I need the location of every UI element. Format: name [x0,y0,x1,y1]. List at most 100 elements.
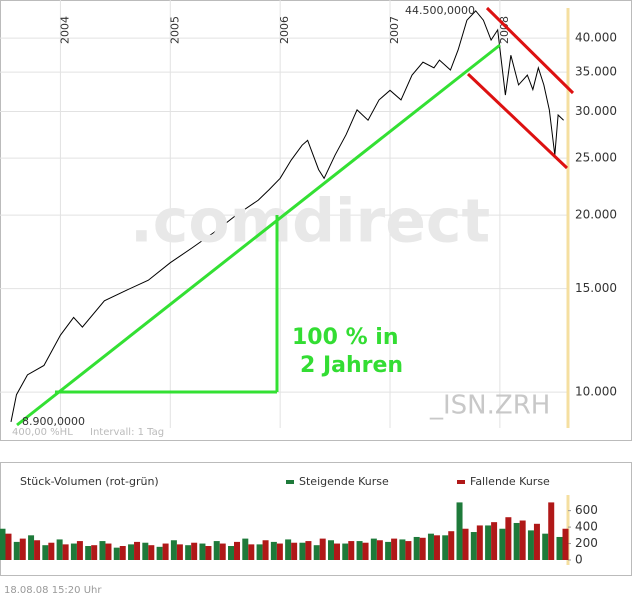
volume-bar [476,525,483,560]
scale-info: 400,00 %HL [12,427,73,438]
volume-bar [499,528,506,560]
y-tick-label: 30.000 [575,104,617,118]
y-tick-label: 40.000 [575,31,617,45]
volume-bar [119,546,126,560]
volume-bar [427,533,434,560]
volume-bar [348,541,355,560]
volume-bar [399,539,406,560]
volume-bar [556,536,563,560]
volume-bar [13,541,20,560]
watermark: .comdirect [130,187,490,257]
x-tick-label: 2007 [388,16,401,44]
volume-bar [99,541,106,560]
trend-lines [16,6,575,427]
y-tick-label: 15.000 [575,281,617,295]
volume-bar [162,543,169,560]
volume-bar [91,545,98,560]
volume-bar [442,535,449,560]
volume-bar [448,531,455,560]
interval-info: Intervall: 1 Tag [90,427,164,438]
volume-bar [342,543,349,560]
legend-marker [457,480,465,484]
volume-bar [527,530,534,560]
volume-bar [299,542,306,560]
trend-line [466,72,569,170]
volume-bar [362,542,369,560]
y-tick-label: 400 [575,520,598,534]
x-tick-label: 2004 [58,16,71,44]
volume-bar [34,540,41,560]
volume-bar [276,543,283,560]
volume-bar [333,543,340,560]
volume-bar [456,502,463,560]
volume-bar [0,528,6,560]
volume-bar [176,544,183,560]
price-line [10,10,564,423]
volume-bar [356,541,363,560]
low-label: 8.900,0000 [22,415,85,428]
volume-bar [48,542,55,560]
y-tick-label: 20.000 [575,208,617,222]
legend-label: Fallende Kurse [470,475,550,488]
volume-bar [385,541,392,560]
volume-bar [205,546,212,560]
volume-bar [391,538,398,560]
trend-line [16,43,501,427]
volume-layer [0,502,571,561]
volume-bar [242,538,249,560]
volume-bar [519,520,526,560]
price-panel [0,0,632,441]
volume-bar [62,544,69,560]
legend-marker [286,480,294,484]
volume-bar [256,544,263,560]
volume-bar [270,541,277,560]
volume-bar [462,528,469,560]
volume-bar [370,538,377,560]
volume-bar [85,546,92,560]
volume-bar [19,538,26,560]
volume-bar [142,542,149,560]
x-tick-label: 2005 [168,16,181,44]
volume-bar [128,544,135,560]
timestamp: 18.08.08 15:20 Uhr [4,585,102,596]
volume-bar [76,541,83,560]
annotation: 100 % in [292,325,399,350]
volume-title: Stück-Volumen (rot-grün) [20,475,159,488]
volume-bar [470,532,477,560]
volume-bar [313,545,320,560]
volume-bar [148,545,155,560]
volume-bar [113,547,120,560]
volume-bar [156,546,163,560]
volume-bar [56,539,63,560]
volume-bar [134,541,141,560]
y-tick-label: 600 [575,503,598,517]
volume-bar [548,502,555,560]
symbol: _ISN.ZRH [429,391,550,421]
volume-bar [191,542,198,560]
trend-line [485,6,575,95]
volume-bar [419,537,426,560]
volume-bar [5,533,12,560]
volume-bar [533,523,540,560]
volume-bar [376,540,383,560]
y-tick-label: 0 [575,553,583,567]
volume-bar [505,517,512,560]
volume-bar [70,543,77,560]
volume-bar [28,535,35,560]
volume-bar [285,539,292,560]
volume-bar [327,540,334,560]
volume-bar [562,528,569,560]
volume-bar [433,535,440,560]
volume-bar [413,536,420,560]
high-label: 44.500,0000 [405,4,475,17]
legend-label: Steigende Kurse [299,475,389,488]
volume-bar [234,541,241,560]
volume-bar [219,543,226,560]
volume-bar [170,540,177,560]
y-tick-label: 200 [575,536,598,550]
volume-bar [485,525,492,560]
volume-bar [42,545,49,560]
volume-bar [405,541,412,560]
